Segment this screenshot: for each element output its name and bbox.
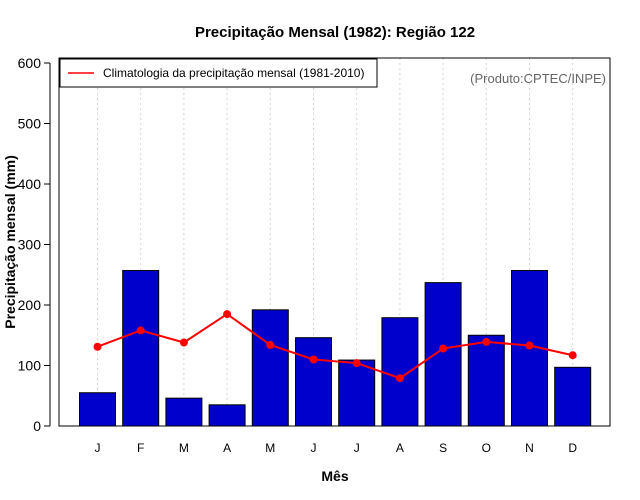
y-axis: 0 100 200 300 400 500 600 — [18, 55, 51, 434]
credit-annotation: (Produto:CPTEC/INPE) — [470, 71, 606, 86]
climatology-point-10 — [482, 337, 491, 346]
x-tick-label: F — [137, 441, 144, 455]
climatology-line — [97, 312, 573, 380]
bar-m-3 — [165, 397, 203, 427]
climatology-point-6 — [309, 355, 318, 364]
x-tick-label: D — [568, 441, 577, 455]
bar-f-2 — [122, 270, 160, 427]
y-tick-label: 600 — [18, 55, 42, 71]
legend: Climatologia da precipitação mensal (198… — [59, 58, 378, 88]
x-tick-label: O — [482, 441, 491, 455]
x-axis-label: Mês — [321, 468, 348, 484]
climatology-point-7 — [352, 359, 361, 368]
chart-title: Precipitação Mensal (1982): Região 122 — [195, 24, 475, 41]
bar-series — [79, 270, 592, 427]
y-tick-label: 300 — [18, 237, 42, 253]
climatology-line-series — [93, 310, 577, 383]
x-tick-label: A — [223, 441, 231, 455]
y-tick-label: 400 — [18, 176, 42, 192]
bar-a-8 — [381, 317, 419, 427]
y-tick-label: 200 — [18, 297, 42, 313]
climatology-point-12 — [568, 351, 577, 360]
bar-j-6 — [295, 337, 332, 427]
plot-frame — [58, 57, 611, 427]
y-tick-label: 100 — [18, 358, 42, 374]
x-tick-label: S — [439, 441, 447, 455]
legend-entry-climatology: Climatologia da precipitação mensal (198… — [103, 66, 364, 80]
x-tick-label: M — [179, 441, 189, 455]
x-tick-label: N — [525, 441, 534, 455]
climatology-point-5 — [266, 340, 275, 349]
climatology-point-11 — [525, 341, 534, 350]
legend-box — [59, 58, 378, 88]
x-tick-label: A — [396, 441, 404, 455]
climatology-point-9 — [439, 344, 448, 353]
climatology-point-3 — [179, 338, 188, 347]
x-tick-label: J — [95, 441, 101, 455]
bar-a-4 — [208, 404, 246, 427]
bar-d-12 — [554, 366, 592, 427]
x-tick-label: M — [265, 441, 275, 455]
bar-j-1 — [79, 392, 116, 427]
climatology-point-8 — [395, 374, 404, 383]
y-axis-label: Precipitação mensal (mm) — [2, 155, 18, 329]
bar-m-5 — [251, 309, 289, 427]
bar-o-10 — [467, 334, 505, 427]
y-tick-label: 0 — [33, 418, 41, 434]
bar-s-9 — [424, 282, 462, 427]
x-tick-label: J — [311, 441, 317, 455]
climatology-point-2 — [136, 326, 145, 335]
climatology-point-4 — [223, 310, 232, 319]
x-tick-label: J — [354, 441, 360, 455]
y-tick-label: 500 — [18, 116, 42, 132]
climatology-point-1 — [93, 342, 102, 351]
bar-j-7 — [338, 359, 376, 427]
